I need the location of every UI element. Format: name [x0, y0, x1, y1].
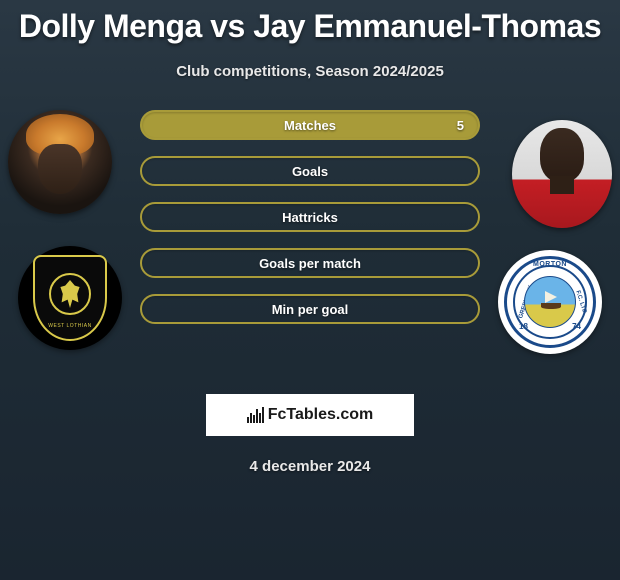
- stat-row-hattricks: Hattricks: [140, 202, 480, 232]
- badge-year-right: 74: [572, 322, 581, 331]
- comparison-area: WEST LOTHIAN MORTON GREENOCK F.C. LTD 18…: [0, 110, 620, 370]
- club-left-badge: WEST LOTHIAN: [18, 246, 122, 350]
- stat-label: Hattricks: [282, 210, 338, 225]
- page-title: Dolly Menga vs Jay Emmanuel-Thomas: [0, 0, 620, 45]
- ship-icon: [539, 291, 563, 309]
- stat-row-min-per-goal: Min per goal: [140, 294, 480, 324]
- photo-placeholder: [512, 120, 612, 228]
- club-motto: WEST LOTHIAN: [48, 323, 91, 329]
- shield-icon: WEST LOTHIAN: [33, 255, 107, 341]
- chart-icon: [247, 407, 264, 423]
- stat-label: Min per goal: [272, 302, 349, 317]
- stat-bars: Matches 5 Goals Hattricks Goals per matc…: [140, 110, 480, 340]
- stat-row-matches: Matches 5: [140, 110, 480, 140]
- date: 4 december 2024: [0, 458, 620, 475]
- player-right-photo: [512, 120, 612, 228]
- stat-label: Matches: [284, 118, 336, 133]
- badge-year-left: 18: [519, 322, 528, 331]
- badge-text-top: MORTON: [533, 261, 567, 268]
- stat-row-goals-per-match: Goals per match: [140, 248, 480, 278]
- stat-label: Goals: [292, 164, 328, 179]
- subtitle: Club competitions, Season 2024/2025: [0, 63, 620, 80]
- club-right-badge: MORTON GREENOCK F.C. LTD 18 74: [498, 250, 602, 354]
- player-left-photo: [8, 110, 112, 214]
- brand-box: FcTables.com: [206, 394, 414, 436]
- lion-icon: [58, 280, 82, 308]
- photo-placeholder: [8, 110, 112, 214]
- stat-row-goals: Goals: [140, 156, 480, 186]
- stat-value-right: 5: [457, 118, 464, 133]
- morton-badge: MORTON GREENOCK F.C. LTD 18 74: [504, 256, 596, 348]
- brand-text: FcTables.com: [268, 406, 374, 424]
- stat-label: Goals per match: [259, 256, 361, 271]
